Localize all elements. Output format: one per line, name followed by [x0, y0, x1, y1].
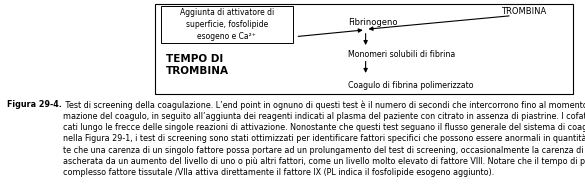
Text: Coagulo di fibrina polimerizzato: Coagulo di fibrina polimerizzato [348, 81, 474, 90]
Text: Aggiunta di attivatore di
superficie, fosfolipide
esogeno e Ca²⁺: Aggiunta di attivatore di superficie, fo… [180, 8, 274, 41]
Text: Figura 29-4.: Figura 29-4. [7, 100, 62, 109]
Text: TEMPO DI
TROMBINA: TEMPO DI TROMBINA [166, 54, 229, 76]
Bar [161, 6, 292, 43]
Bar [155, 4, 573, 94]
Text: Monomeri solubili di fibrina: Monomeri solubili di fibrina [348, 50, 455, 59]
Text: TROMBINA: TROMBINA [501, 7, 546, 16]
Text: Test di screening della coagulazione. L’end point in ognuno di questi test è il : Test di screening della coagulazione. L’… [63, 100, 585, 177]
Text: Fibrinogeno: Fibrinogeno [348, 18, 398, 27]
